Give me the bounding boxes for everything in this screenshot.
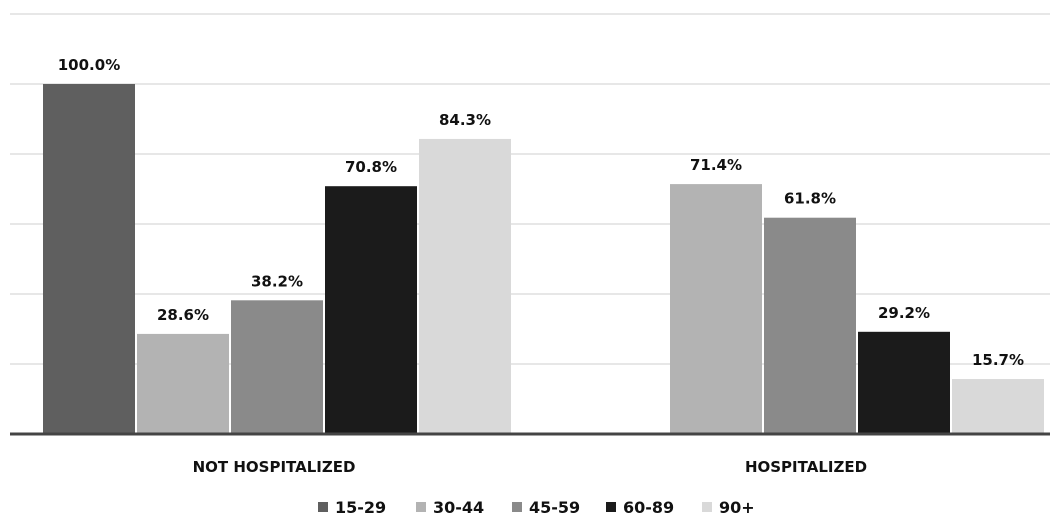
legend-swatch-60-89 (606, 502, 616, 512)
bar-90-plus-hospitalized (952, 379, 1044, 434)
legend-swatch-45-59 (512, 502, 522, 512)
legend-swatch-90-plus (702, 502, 712, 512)
legend-label-60-89: 60-89 (623, 498, 674, 517)
legend-label-45-59: 45-59 (529, 498, 580, 517)
legend: 15-29 30-44 45-59 60-89 90+ (318, 498, 755, 517)
category-label-not-hospitalized: NOT HOSPITALIZED (193, 458, 356, 476)
bar-30-44-not-hospitalized (137, 333, 229, 434)
data-label: 100.0% (58, 56, 120, 74)
bars (43, 84, 1044, 434)
data-label: 61.8% (784, 190, 836, 208)
legend-item-45-59: 45-59 (512, 498, 580, 517)
legend-item-90-plus: 90+ (702, 498, 755, 517)
data-label: 29.2% (878, 304, 930, 322)
data-labels: 100.0% 28.6% 38.2% 70.8% 84.3% 71.4% 61.8% 29.2… (58, 56, 1024, 369)
legend-swatch-30-44 (416, 502, 426, 512)
legend-item-60-89: 60-89 (606, 498, 674, 517)
data-label: 84.3% (439, 111, 491, 129)
category-label-hospitalized: HOSPITALIZED (745, 458, 867, 476)
bar-90-plus-not-hospitalized (419, 138, 511, 434)
bar-15-29-not-hospitalized (43, 84, 135, 434)
data-label: 70.8% (345, 158, 397, 176)
legend-label-90-plus: 90+ (719, 498, 755, 517)
data-label: 38.2% (251, 272, 303, 290)
legend-item-30-44: 30-44 (416, 498, 484, 517)
legend-swatch-15-29 (318, 502, 328, 512)
bar-45-59-hospitalized (764, 217, 856, 434)
legend-label-30-44: 30-44 (433, 498, 484, 517)
legend-label-15-29: 15-29 (335, 498, 386, 517)
data-label: 28.6% (157, 306, 209, 324)
legend-item-15-29: 15-29 (318, 498, 386, 517)
data-label: 71.4% (690, 156, 742, 174)
bar-60-89-not-hospitalized (325, 186, 417, 434)
bar-30-44-hospitalized (670, 184, 762, 434)
category-labels: NOT HOSPITALIZED HOSPITALIZED (193, 458, 867, 476)
bar-45-59-not-hospitalized (231, 300, 323, 434)
data-label: 15.7% (972, 351, 1024, 369)
bar-60-89-hospitalized (858, 331, 950, 434)
